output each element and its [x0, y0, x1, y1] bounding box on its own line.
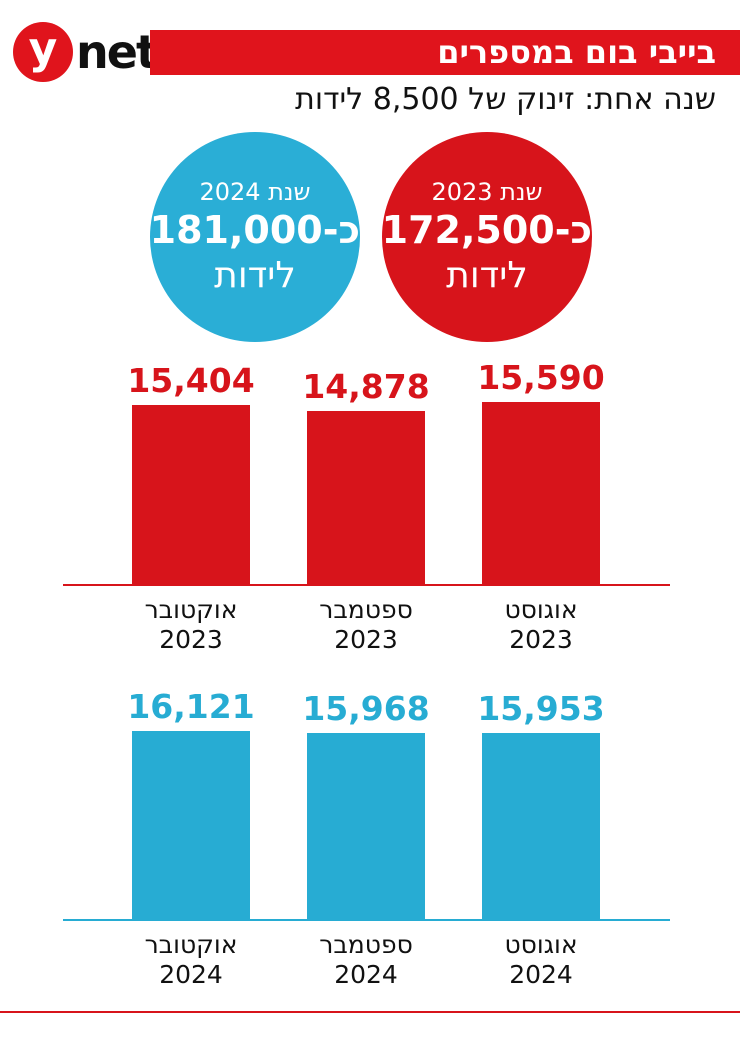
logo: y [13, 22, 73, 82]
bar [132, 404, 250, 585]
circle-amount: כ-172,500 [381, 208, 592, 252]
title: בייבי בום במספרים [437, 33, 716, 71]
circle-unit: לידות [214, 255, 296, 296]
x-tick-label: אוקטובר 2023 [144, 595, 238, 654]
baseline [63, 584, 670, 586]
value-label: 14,878 [302, 366, 430, 406]
circle-year: שנת 2024 [199, 178, 311, 206]
circle-year: שנת 2023 [431, 178, 543, 206]
logo-text: net [76, 25, 158, 79]
value-label: 15,590 [477, 358, 605, 398]
bottom-rule [0, 1011, 740, 1013]
x-tick-label: אוגוסט 2023 [504, 595, 578, 654]
circle-amount: כ-181,000 [149, 208, 360, 252]
x-tick-label: ספטמבר 2024 [319, 930, 413, 989]
x-tick-label: אוקטובר 2024 [144, 930, 238, 989]
bar [482, 402, 600, 585]
bar [307, 732, 425, 920]
subtitle: שנה אחת: זינוק של 8,500 לידות [295, 82, 716, 117]
x-tick-label: ספטמבר 2023 [319, 595, 413, 654]
x-tick-label: אוגוסט 2024 [504, 930, 578, 989]
total-circle: שנת 2024 כ-181,000 לידות [150, 132, 360, 342]
circle-unit: לידות [446, 255, 528, 296]
title-banner [150, 30, 740, 75]
value-label: 15,953 [477, 689, 605, 729]
value-label: 16,121 [127, 687, 255, 727]
bar [307, 410, 425, 585]
total-circle: שנת 2023 כ-172,500 לידות [382, 132, 592, 342]
value-label: 15,404 [127, 360, 255, 400]
bar [482, 733, 600, 920]
value-label: 15,968 [302, 688, 430, 728]
bar [132, 731, 250, 920]
baseline [63, 919, 670, 921]
